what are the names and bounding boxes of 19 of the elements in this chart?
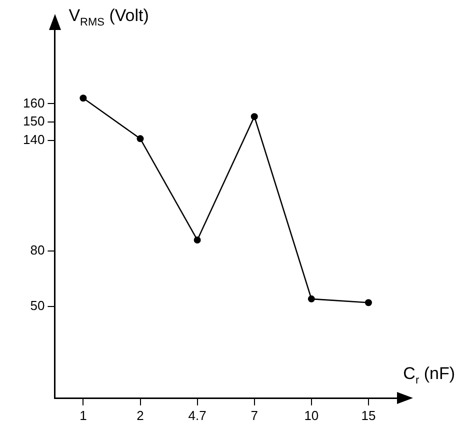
y-tick-label: 160 — [22, 95, 45, 110]
x-tick-label: 1 — [80, 408, 87, 423]
x-axis-title: C$_{r}$ (nF) — [403, 364, 455, 387]
y-tick-label: 50 — [30, 298, 45, 313]
x-tick-label: 10 — [304, 408, 319, 423]
x-tick-label: 4.7 — [188, 408, 206, 423]
y-axis-title: V$_{RMS}$ (Volt) — [68, 6, 149, 28]
point — [80, 94, 87, 102]
point — [136, 135, 144, 142]
point — [194, 236, 201, 244]
point — [250, 113, 258, 120]
x-tick-label: 15 — [361, 408, 376, 423]
x-tick-label: 2 — [136, 408, 144, 423]
point — [308, 295, 315, 302]
y-tick-label: 150 — [22, 114, 45, 129]
point — [364, 299, 372, 306]
y-tick-label: 140 — [22, 132, 45, 148]
y-tick-label: 80 — [30, 242, 45, 258]
x-tick-label: 7 — [250, 408, 258, 423]
